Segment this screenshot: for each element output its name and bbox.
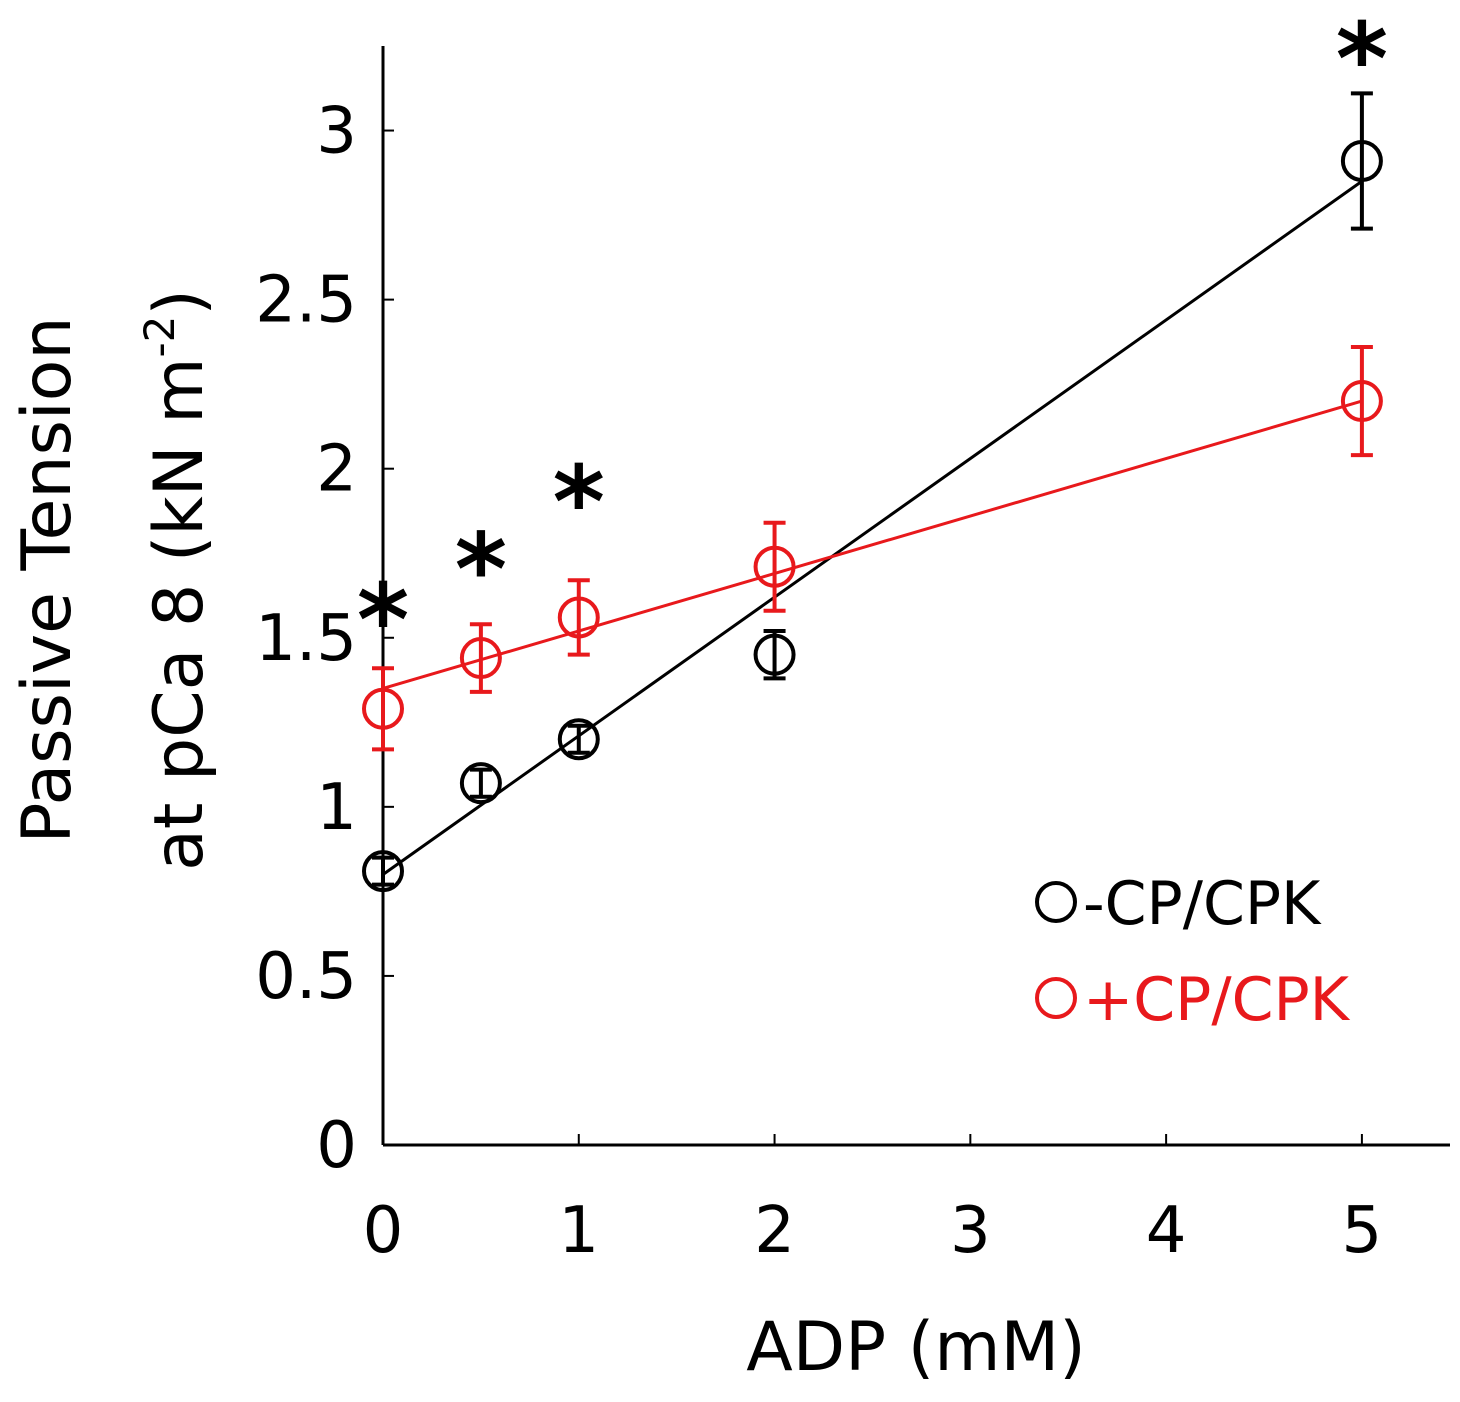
legend-marker	[1035, 881, 1077, 923]
y-tick-label: 1	[316, 771, 357, 845]
y-axis-label-superscript: -2	[135, 316, 184, 358]
y-tick-label: 2	[316, 433, 357, 507]
legend-label: +CP/CPK	[1083, 965, 1351, 1035]
x-tick-label: 3	[950, 1194, 991, 1268]
legend-label: -CP/CPK	[1083, 869, 1322, 939]
y-axis-label-line1: Passive Tension	[8, 317, 87, 844]
data-point	[753, 633, 796, 676]
data-point	[459, 762, 502, 805]
y-tick-label: 2.5	[255, 264, 357, 338]
y-tick-label: 0	[316, 1109, 357, 1183]
axes: 0 1 2 3 4 5 0 0.5 1 1.5 2 2.5 3	[255, 46, 1450, 1268]
y-axis-label: Passive Tension at pCa 8 (kN m-2)	[8, 289, 219, 871]
data-point	[362, 850, 404, 893]
data-point	[1340, 139, 1383, 182]
significance-asterisk: *	[1336, 1, 1388, 118]
legend-marker	[1035, 977, 1077, 1019]
data-point	[1340, 380, 1383, 423]
significance-asterisk: *	[357, 562, 409, 679]
data-point	[362, 687, 404, 730]
fit-line-series-1	[382, 180, 1363, 876]
y-axis-label-line2-prefix: at pCa 8 (kN m	[140, 358, 219, 871]
x-tick-label: 2	[754, 1194, 795, 1268]
y-tick-label: 3	[316, 95, 357, 169]
x-axis-label: ADP (mM)	[746, 1308, 1085, 1387]
x-tick-label: 1	[558, 1194, 599, 1268]
y-axis-label-line2-suffix: )	[140, 289, 219, 316]
annotations: * * * *	[357, 1, 1388, 679]
fit-lines	[382, 180, 1363, 876]
y-axis-label-line2: at pCa 8 (kN m-2)	[135, 289, 219, 871]
y-tick-label: 0.5	[255, 940, 357, 1014]
significance-asterisk: *	[553, 444, 605, 561]
y-tick-label: 1.5	[255, 602, 357, 676]
fit-line-series-2	[382, 399, 1363, 690]
significance-asterisk: *	[455, 511, 507, 628]
data-point	[753, 545, 796, 588]
x-tick-label: 4	[1146, 1194, 1187, 1268]
data-point	[459, 637, 502, 680]
data-point	[557, 596, 600, 639]
x-tick-label: 0	[363, 1194, 404, 1268]
data-point	[557, 718, 600, 761]
legend: -CP/CPK +CP/CPK	[1035, 869, 1351, 1035]
data-marks	[362, 91, 1383, 893]
x-tick-label: 5	[1342, 1194, 1383, 1268]
